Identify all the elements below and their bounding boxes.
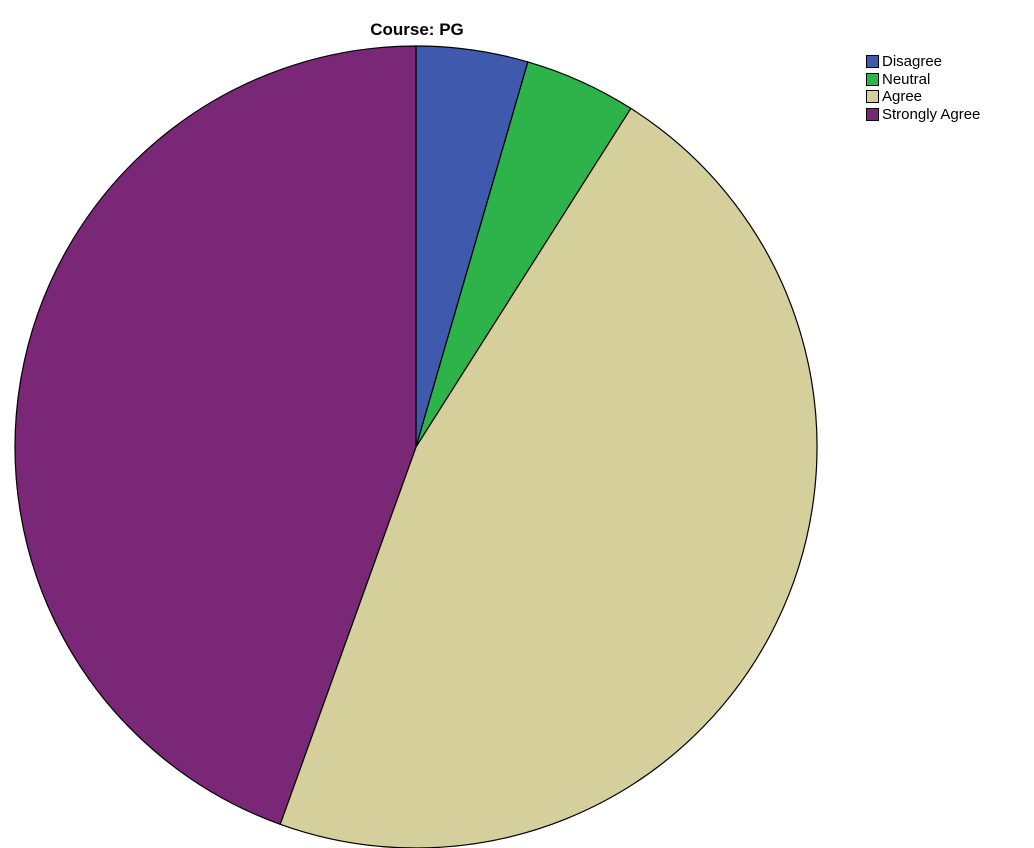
legend-label: Strongly Agree [882,105,981,123]
legend-item: Disagree [866,53,980,71]
legend-swatch [866,90,879,104]
legend-label: Agree [882,88,923,106]
legend-item: Neutral [866,71,980,89]
chart-title: Course: PG [370,20,464,39]
pie-slice-strongly-agree [14,45,417,825]
legend-swatch [866,107,879,121]
pie-slices [14,45,818,848]
legend-item: Agree [866,88,980,106]
legend-swatch [866,55,879,69]
pie-slice-agree [279,107,818,848]
legend-item: Strongly Agree [866,106,980,124]
legend-label: Disagree [882,53,943,71]
legend-swatch [866,72,879,86]
legend: Disagree Neutral Agree Strongly Agree [866,53,980,123]
legend-label: Neutral [882,70,931,88]
